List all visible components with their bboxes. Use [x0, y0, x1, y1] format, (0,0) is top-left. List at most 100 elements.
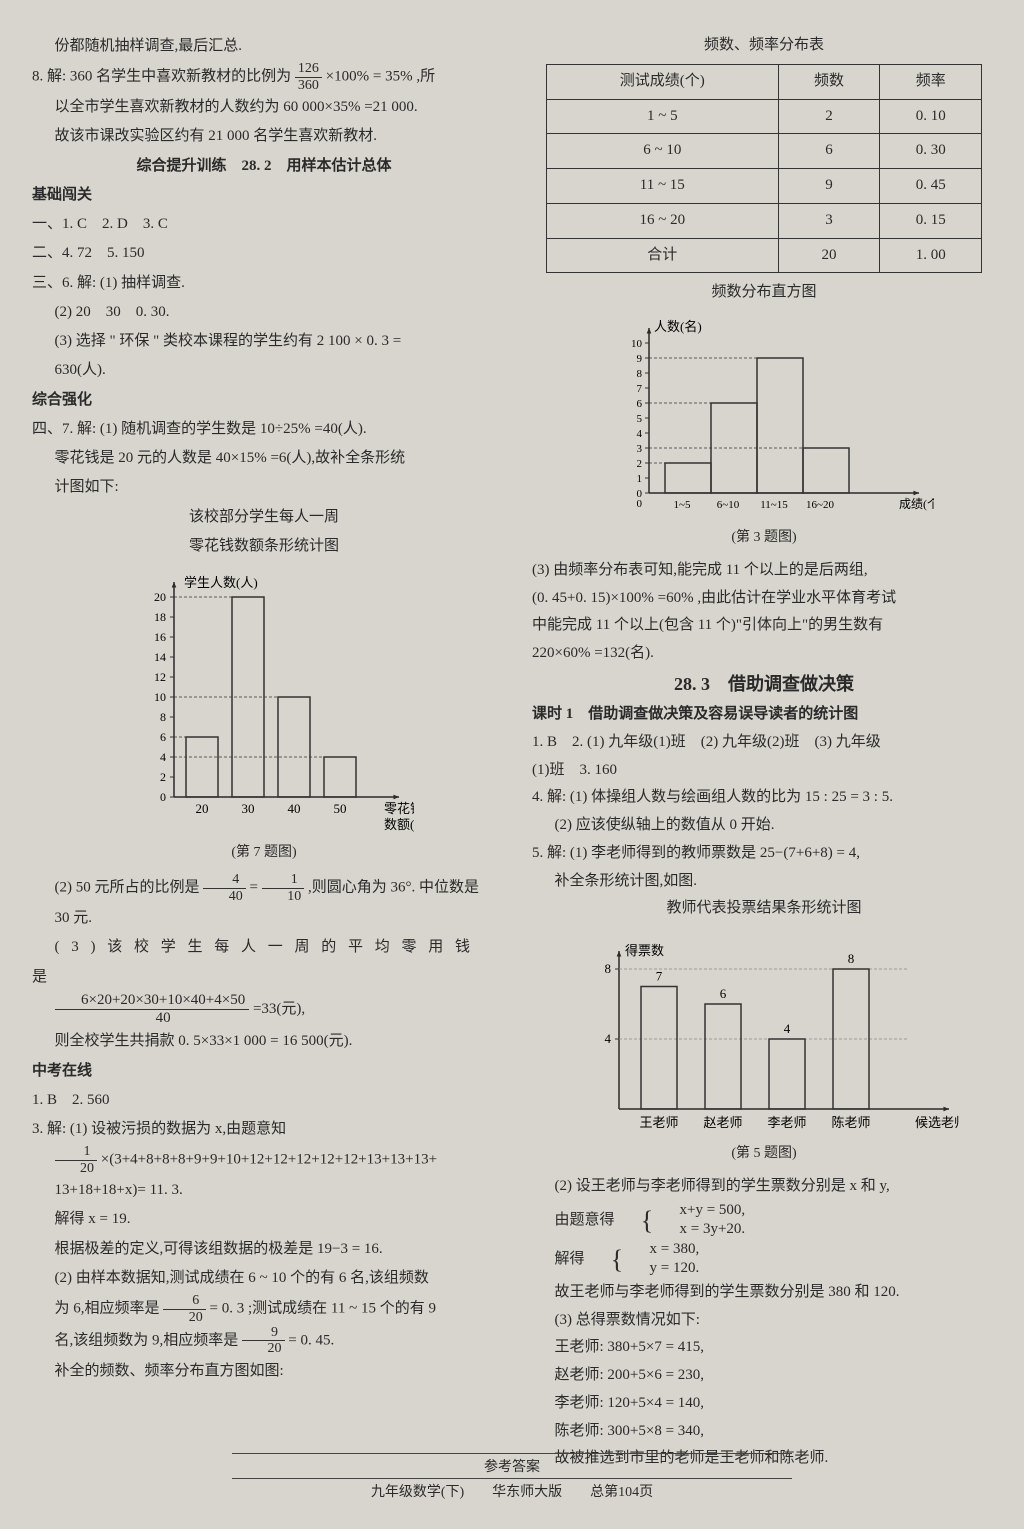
svg-text:李老师: 李老师 — [767, 1115, 806, 1130]
section-heading: 基础闯关 — [32, 181, 496, 210]
svg-text:3: 3 — [637, 443, 643, 455]
text-line: 120 ×(3+4+8+8+8+9+9+10+12+12+12+12+12+13… — [32, 1144, 496, 1176]
text-line: 为 6,相应频率是 620 = 0. 3 ;测试成绩在 11 ~ 15 个的有 … — [32, 1293, 496, 1325]
text-line: 根据极差的定义,可得该组数据的极差是 19−3 = 16. — [32, 1235, 496, 1264]
equation-system: x = 380, y = 120. — [627, 1240, 699, 1279]
text-line: 8. 解: 360 名学生中喜欢新教材的比例为 126360 ×100% = 3… — [32, 61, 496, 93]
svg-text:8: 8 — [848, 951, 855, 966]
text-line: 故王老师与李老师得到的学生票数分别是 380 和 120. — [532, 1279, 996, 1307]
bar-chart-2: 人数(名)0123456789101~56~1011~1516~20成绩(个)0 — [532, 313, 996, 523]
text-line: (2) 应该使纵轴上的数值从 0 开始. — [532, 812, 996, 840]
figure-caption: (第 3 题图) — [532, 525, 996, 551]
fraction: 120 — [55, 1144, 98, 1176]
svg-text:4: 4 — [637, 428, 643, 440]
text-line: 零花钱是 20 元的人数是 40×15% =6(人),故补全条形统 — [32, 444, 496, 473]
chart-title: 该校部分学生每人一周 — [32, 503, 496, 532]
table-row: 合计201. 00 — [546, 238, 981, 273]
equation-system: x+y = 500, x = 3y+20. — [657, 1201, 745, 1240]
svg-text:16: 16 — [154, 630, 166, 644]
text-line: (3) 选择 " 环保 " 类校本课程的学生约有 2 100 × 0. 3 = — [32, 327, 496, 356]
svg-text:2: 2 — [637, 458, 643, 470]
fraction: 920 — [242, 1325, 285, 1357]
svg-text:10: 10 — [154, 690, 166, 704]
text-line: 陈老师: 300+5×8 = 340, — [532, 1418, 996, 1446]
svg-text:12: 12 — [154, 670, 166, 684]
text-line: 中能完成 11 个以上(包含 11 个)"引体向上"的男生数有 — [532, 612, 996, 640]
text-line: (3) 总得票数情况如下: — [532, 1307, 996, 1335]
section-heading: 综合提升训练 28. 2 用样本估计总体 — [32, 152, 496, 181]
svg-text:16~20: 16~20 — [806, 499, 834, 511]
svg-text:7: 7 — [637, 383, 643, 395]
text-line: 李老师: 120+5×4 = 140, — [532, 1390, 996, 1418]
page-columns: 份都随机抽样调查,最后汇总. 8. 解: 360 名学生中喜欢新教材的比例为 1… — [32, 32, 996, 1452]
svg-text:9: 9 — [637, 353, 643, 365]
text-line: 补全的频数、频率分布直方图如图: — [32, 1357, 496, 1386]
fraction: 110 — [262, 872, 305, 904]
svg-text:11~15: 11~15 — [760, 499, 788, 511]
svg-text:王老师: 王老师 — [639, 1115, 678, 1130]
svg-text:18: 18 — [154, 610, 166, 624]
text-line: 王老师: 380+5×7 = 415, — [532, 1334, 996, 1362]
svg-text:50: 50 — [334, 801, 347, 816]
svg-text:数额(元): 数额(元) — [384, 817, 414, 832]
svg-text:4: 4 — [605, 1031, 612, 1046]
svg-text:8: 8 — [160, 710, 166, 724]
text-line: 份都随机抽样调查,最后汇总. — [32, 32, 496, 61]
table-row: 1 ~ 520. 10 — [546, 99, 981, 134]
svg-text:1: 1 — [637, 473, 643, 485]
svg-text:14: 14 — [154, 650, 166, 664]
svg-text:2: 2 — [160, 770, 166, 784]
page-footer: 参考答案 九年级数学(下) 华东师大版 总第104页 — [0, 1451, 1024, 1501]
svg-text:20: 20 — [196, 801, 209, 816]
svg-text:赵老师: 赵老师 — [703, 1115, 742, 1130]
chart2-svg: 人数(名)0123456789101~56~1011~1516~20成绩(个)0 — [594, 313, 934, 523]
brace-icon: { — [618, 1209, 653, 1232]
table-row: 6 ~ 1060. 30 — [546, 134, 981, 169]
svg-text:6: 6 — [637, 398, 643, 410]
text-line: 由题意得 { x+y = 500, x = 3y+20. — [532, 1201, 996, 1240]
text-line: 5. 解: (1) 李老师得到的教师票数是 25−(7+6+8) = 4, — [532, 840, 996, 868]
section-heading: 中考在线 — [32, 1057, 496, 1086]
text-line: 名,该组频数为 9,相应频率是 920 = 0. 45. — [32, 1325, 496, 1357]
svg-text:5: 5 — [637, 413, 643, 425]
svg-text:4: 4 — [784, 1021, 791, 1036]
text-line: 13+18+18+x)= 11. 3. — [32, 1176, 496, 1205]
section-heading: 课时 1 借助调查做决策及容易误导读者的统计图 — [532, 701, 996, 729]
svg-text:人数(名): 人数(名) — [654, 319, 702, 334]
section-heading: 综合强化 — [32, 386, 496, 415]
footer-line: 九年级数学(下) 华东师大版 总第104页 — [0, 1481, 1024, 1501]
section-heading: 28. 3 借助调查做决策 — [532, 668, 996, 701]
fraction: 620 — [163, 1293, 206, 1325]
text-line: 30 元. — [32, 904, 496, 933]
text-line: 一、1. C 2. D 3. C — [32, 210, 496, 239]
svg-text:候选老师: 候选老师 — [915, 1115, 959, 1130]
text-line: 解得 { x = 380, y = 120. — [532, 1240, 996, 1279]
table-row: 11 ~ 1590. 45 — [546, 169, 981, 204]
svg-text:0: 0 — [637, 498, 643, 510]
text-line: (2) 设王老师与李老师得到的学生票数分别是 x 和 y, — [532, 1173, 996, 1201]
svg-text:8: 8 — [637, 368, 643, 380]
svg-text:7: 7 — [656, 969, 663, 984]
text-line: 630(人). — [32, 356, 496, 385]
svg-text:1~5: 1~5 — [674, 499, 691, 511]
svg-text:4: 4 — [160, 750, 166, 764]
text-line: 故该市课改实验区约有 21 000 名学生喜欢新教材. — [32, 122, 496, 151]
svg-text:30: 30 — [242, 801, 255, 816]
fraction: 440 — [203, 872, 246, 904]
left-column: 份都随机抽样调查,最后汇总. 8. 解: 360 名学生中喜欢新教材的比例为 1… — [32, 32, 502, 1452]
figure-caption: (第 7 题图) — [32, 839, 496, 866]
frequency-table: 测试成绩(个) 频数 频率 1 ~ 520. 10 6 ~ 1060. 30 1… — [546, 64, 982, 274]
text-line: 计图如下: — [32, 473, 496, 502]
svg-text:学生人数(人): 学生人数(人) — [184, 575, 258, 590]
text-line: 6×20+20×30+10×40+4×5040 =33(元), — [32, 992, 496, 1028]
text-line: 三、6. 解: (1) 抽样调查. — [32, 269, 496, 298]
text-line: 则全校学生共捐款 0. 5×33×1 000 = 16 500(元). — [32, 1027, 496, 1056]
table-row: 16 ~ 2030. 15 — [546, 203, 981, 238]
svg-text:8: 8 — [605, 961, 612, 976]
chart-title: 教师代表投票结果条形统计图 — [532, 895, 996, 923]
bar-chart-1: 学生人数(人)0246810121416182020304050零花钱数额(元) — [32, 567, 496, 837]
svg-text:6~10: 6~10 — [717, 499, 740, 511]
figure-caption: (第 5 题图) — [532, 1141, 996, 1167]
text-line: 赵老师: 200+5×6 = 230, — [532, 1362, 996, 1390]
table-title: 频数、频率分布表 — [532, 32, 996, 60]
